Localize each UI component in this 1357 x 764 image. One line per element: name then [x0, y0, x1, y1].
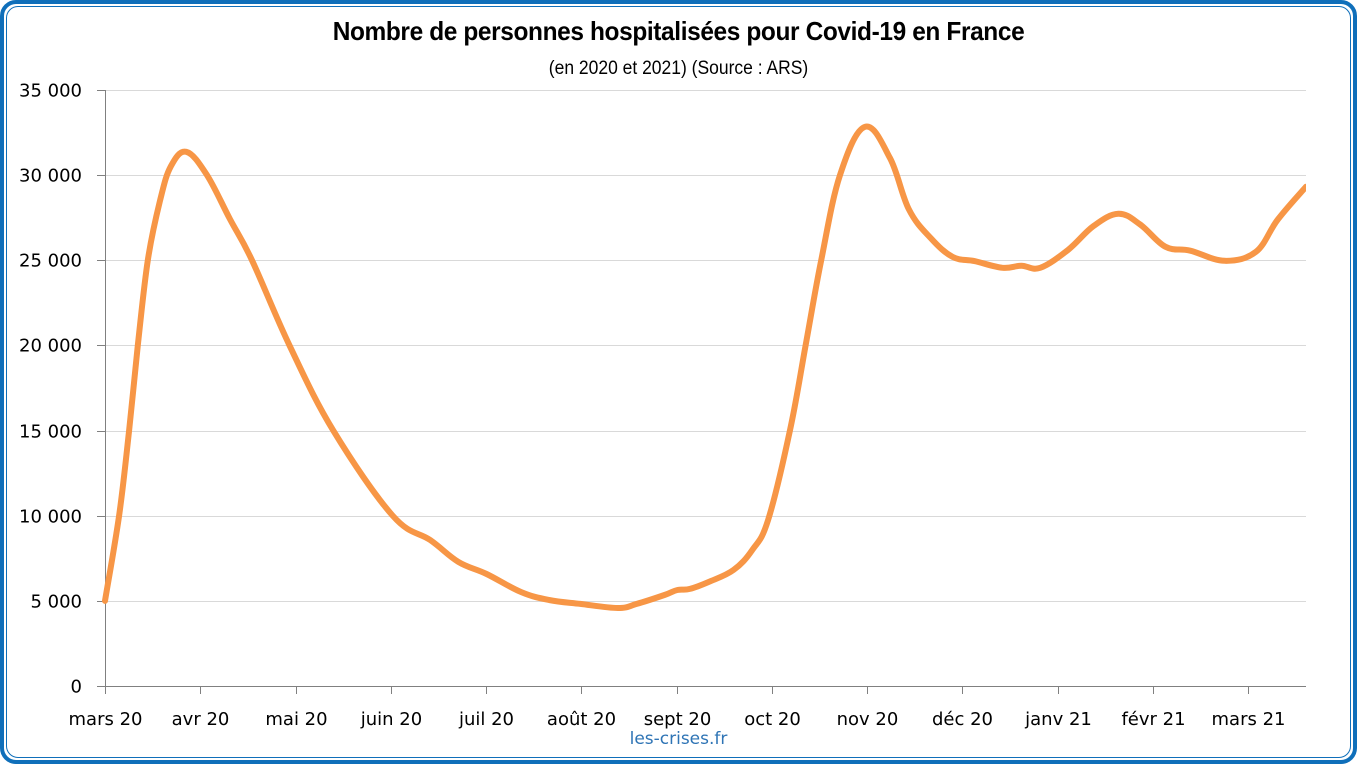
chart-title: Nombre de personnes hospitalisées pour C…: [332, 16, 1025, 46]
data-point: [287, 343, 292, 348]
data-point: [615, 606, 620, 611]
data-point: [675, 588, 680, 593]
data-point: [787, 428, 792, 433]
data-point: [158, 198, 163, 203]
x-tick-label: juil 20: [458, 709, 514, 730]
data-point: [456, 559, 461, 564]
data-point: [838, 173, 843, 178]
data-point: [1304, 184, 1309, 189]
y-tick-label: 10 000: [19, 507, 82, 528]
data-point: [103, 598, 108, 603]
data-point: [863, 124, 868, 129]
x-tick-label: mars 20: [69, 709, 143, 730]
source-watermark: les-crises.fr: [629, 729, 728, 749]
y-tick-label: 25 000: [19, 251, 82, 272]
x-tick-label: juin 20: [360, 709, 422, 730]
data-point: [928, 236, 933, 241]
data-point: [1188, 248, 1193, 253]
x-axis: mars 20 avr 20 mai 20 juin 20 juil 20 août 20…: [69, 686, 1306, 730]
data-point: [731, 567, 736, 572]
y-tick-label: 20 000: [19, 336, 82, 357]
data-point: [1163, 244, 1168, 249]
data-point: [634, 601, 639, 606]
data-point: [145, 258, 150, 263]
x-tick-label: nov 20: [837, 709, 899, 730]
chart-subtitle: (en 2020 et 2021) (Source : ARS): [548, 58, 809, 79]
data-point: [1091, 224, 1096, 229]
data-point: [331, 428, 336, 433]
data-point: [127, 428, 132, 433]
data-point: [1038, 265, 1043, 270]
x-tick-label: avr 20: [172, 709, 230, 730]
x-tick-label: janv 21: [1024, 709, 1092, 730]
data-point: [687, 586, 692, 591]
data-point: [184, 149, 189, 154]
data-point: [1066, 247, 1071, 252]
data-point: [484, 572, 489, 577]
chart-frame-inner: [6, 6, 1351, 758]
data-point: [1275, 217, 1280, 222]
y-axis: 0 5 000 10 000 15 000 20 000 25 000 30 000 35 0…: [19, 81, 106, 698]
x-tick-label: août 20: [547, 709, 616, 730]
gridlines: [105, 90, 1306, 602]
data-point: [428, 538, 433, 543]
data-point: [205, 173, 210, 178]
data-point: [972, 259, 977, 264]
data-point: [228, 217, 233, 222]
data-point: [1222, 258, 1227, 263]
series-group: [102, 123, 1309, 611]
data-point: [135, 343, 140, 348]
data-point: [547, 598, 552, 603]
data-point: [906, 207, 911, 212]
data-point: [750, 547, 755, 552]
data-point: [1116, 211, 1121, 216]
data-point: [117, 513, 122, 518]
x-tick-label: déc 20: [932, 709, 993, 730]
data-point: [950, 254, 955, 259]
data-point: [519, 590, 524, 595]
data-point: [819, 258, 824, 263]
x-tick-label: mai 20: [265, 709, 327, 730]
data-point: [803, 343, 808, 348]
data-point: [1254, 249, 1259, 254]
data-point: [662, 592, 667, 597]
y-tick-label: 5 000: [30, 592, 82, 613]
x-tick-label: mars 21: [1212, 709, 1286, 730]
data-point: [766, 518, 771, 523]
data-point: [1000, 265, 1005, 270]
y-tick-label: 15 000: [19, 422, 82, 443]
data-point: [1138, 222, 1143, 227]
x-tick-label: oct 20: [744, 709, 801, 730]
data-point: [578, 601, 583, 606]
data-point: [1019, 263, 1024, 268]
y-tick-label: 30 000: [19, 166, 82, 187]
x-tick-label: sept 20: [644, 709, 712, 730]
data-point: [390, 513, 395, 518]
data-point: [250, 258, 255, 263]
data-point: [888, 156, 893, 161]
y-tick-label: 35 000: [19, 81, 82, 102]
y-tick-label: 0: [71, 677, 82, 698]
data-point: [168, 164, 173, 169]
data-point: [706, 580, 711, 585]
x-tick-label: févr 21: [1121, 709, 1185, 730]
series-line: [102, 123, 1306, 611]
